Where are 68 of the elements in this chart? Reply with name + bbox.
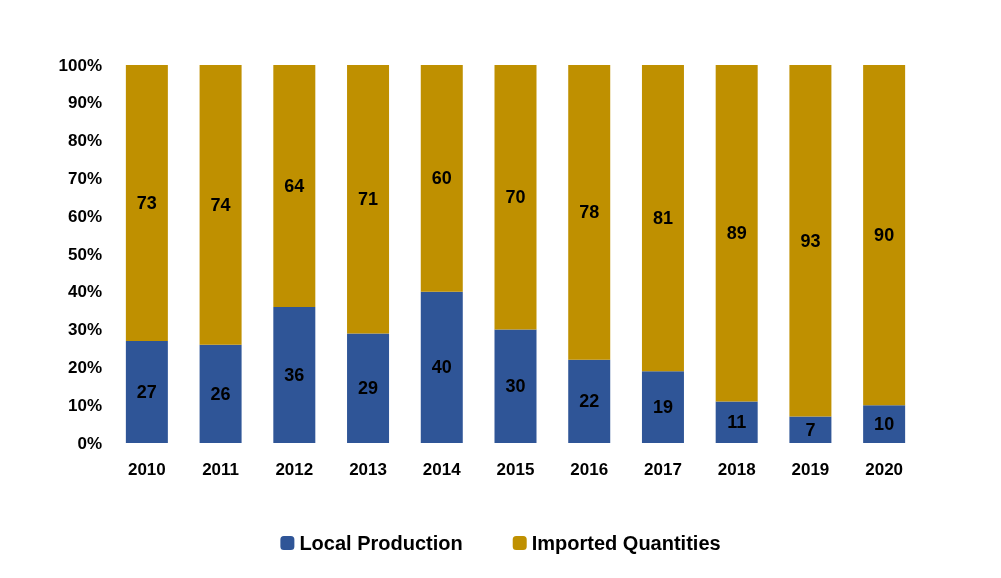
bar <box>789 65 832 417</box>
bar <box>863 65 906 406</box>
bar <box>347 333 390 443</box>
x-tick-label: 2012 <box>275 460 314 479</box>
data-label: 19 <box>652 397 673 418</box>
bar <box>641 371 684 443</box>
data-label: 90 <box>874 225 895 246</box>
bar <box>125 65 168 341</box>
legend-label: Imported Quantities <box>531 532 721 554</box>
data-label: 36 <box>284 364 305 385</box>
data-label: 64 <box>284 175 305 196</box>
y-tick-label: 50% <box>67 244 102 264</box>
data-label: 7 <box>805 419 816 440</box>
data-label: 70 <box>505 187 526 208</box>
data-label: 93 <box>800 230 821 251</box>
data-label: 27 <box>136 381 157 402</box>
bar <box>715 401 758 443</box>
bar <box>125 340 168 443</box>
bar <box>199 344 242 443</box>
x-tick-label: 2016 <box>570 460 609 479</box>
bar <box>568 65 611 360</box>
data-label: 89 <box>726 223 747 244</box>
data-label: 81 <box>652 208 673 229</box>
x-tick-label: 2020 <box>865 460 904 479</box>
bar <box>199 65 242 345</box>
data-label: 10 <box>874 414 895 435</box>
data-label: 26 <box>210 383 231 404</box>
bar <box>789 416 832 443</box>
bar <box>347 65 390 334</box>
data-label: 60 <box>431 168 452 189</box>
x-tick-label: 2011 <box>202 460 240 479</box>
y-tick-label: 80% <box>67 131 102 151</box>
x-tick-label: 2015 <box>496 460 535 479</box>
y-tick-label: 20% <box>67 357 102 377</box>
data-label: 30 <box>505 376 526 397</box>
y-tick-label: 0% <box>77 433 102 453</box>
bar <box>420 65 463 292</box>
x-tick-label: 2014 <box>422 460 462 479</box>
y-tick-label: 60% <box>67 206 102 226</box>
bar <box>273 65 316 307</box>
y-tick-label: 100% <box>58 55 102 75</box>
bar <box>863 405 906 443</box>
x-tick-label: 2010 <box>127 460 166 479</box>
bar <box>715 65 758 402</box>
data-label: 29 <box>358 378 379 399</box>
y-tick-label: 10% <box>67 395 102 415</box>
y-tick-label: 70% <box>67 168 102 188</box>
bar <box>641 65 684 372</box>
bar <box>273 306 316 443</box>
data-label: 71 <box>358 189 379 210</box>
data-label: 73 <box>136 192 157 213</box>
y-tick-label: 90% <box>67 93 102 113</box>
data-label: 11 <box>727 412 747 433</box>
x-tick-label: 2019 <box>791 460 830 479</box>
bar <box>494 329 537 443</box>
x-tick-label: 2018 <box>717 460 756 479</box>
legend-label: Local Production <box>299 532 463 554</box>
data-label: 78 <box>579 202 600 223</box>
bar <box>494 65 537 330</box>
data-label: 40 <box>431 357 452 378</box>
bar <box>568 359 611 443</box>
data-label: 22 <box>579 391 600 412</box>
bar <box>420 291 463 443</box>
data-label: 74 <box>210 194 231 215</box>
y-tick-label: 40% <box>67 282 102 302</box>
y-tick-label: 30% <box>67 320 102 340</box>
x-tick-label: 2017 <box>644 460 682 479</box>
x-tick-label: 2013 <box>349 460 387 479</box>
